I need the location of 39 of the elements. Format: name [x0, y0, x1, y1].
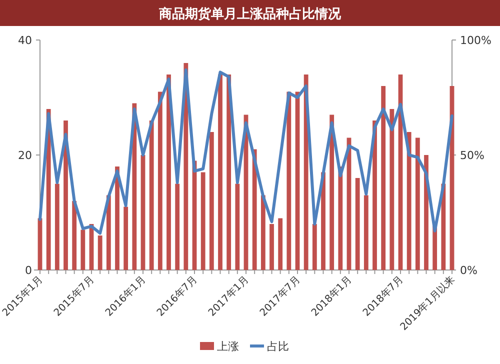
- bar: [355, 178, 360, 270]
- y2-tick-label: 50%: [460, 149, 484, 162]
- bar: [330, 114, 334, 270]
- bar: [98, 236, 102, 270]
- y2-tick-label: 0%: [460, 264, 478, 277]
- bar: [286, 92, 292, 270]
- legend-label: 占比: [267, 340, 289, 353]
- chart-title: 商品期货单月上涨品种占比情况: [158, 6, 342, 22]
- bar: [124, 206, 128, 270]
- bar: [270, 224, 274, 270]
- bar: [381, 86, 386, 270]
- bar: [338, 166, 343, 270]
- bar: [149, 120, 154, 270]
- bar: [312, 224, 317, 270]
- bar: [390, 109, 394, 270]
- line-series: [38, 68, 454, 235]
- bar: [54, 184, 60, 270]
- bar: [158, 92, 162, 270]
- y-tick-label: 20: [18, 149, 32, 162]
- bar: [72, 201, 77, 270]
- bar: [364, 195, 368, 270]
- bar: [406, 132, 412, 270]
- y2-tick-label: 100%: [460, 34, 492, 47]
- bar: [140, 155, 146, 270]
- bar: [235, 184, 240, 270]
- bar: [175, 184, 180, 270]
- y-tick-label: 0: [25, 264, 32, 277]
- bar: [321, 172, 326, 270]
- y-tick-label: 40: [18, 34, 32, 47]
- bar: [218, 74, 222, 270]
- bar: [115, 166, 120, 270]
- bar: [200, 172, 206, 270]
- bar: [415, 138, 420, 270]
- bar: [278, 218, 283, 270]
- bar: [209, 132, 214, 270]
- bar: [260, 195, 266, 270]
- legend-label: 上涨: [217, 340, 239, 353]
- bar: [80, 230, 86, 270]
- bar: [106, 195, 111, 270]
